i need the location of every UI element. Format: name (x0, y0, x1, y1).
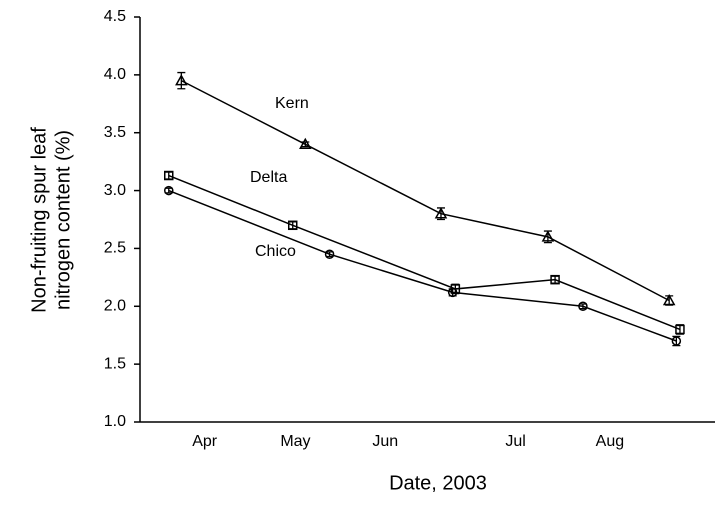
y-axis-label: nitrogen content (%) (52, 130, 74, 310)
marker (447, 287, 458, 298)
marker (434, 207, 448, 219)
error-bar (301, 141, 310, 148)
y-tick-label: 3.0 (104, 182, 126, 199)
series-line (180, 79, 670, 302)
x-tick-label: Jul (505, 433, 525, 450)
y-tick-label: 2.0 (104, 298, 126, 315)
marker (324, 249, 335, 259)
marker (671, 336, 682, 346)
series-line (168, 174, 681, 331)
y-tick-label: 3.5 (104, 124, 126, 141)
marker (299, 137, 312, 150)
y-tick-label: 2.5 (104, 240, 126, 257)
x-tick-label: May (280, 433, 310, 450)
y-tick-label: 4.5 (104, 8, 126, 25)
error-bar (164, 171, 173, 180)
marker (550, 274, 560, 285)
series-line (168, 189, 677, 342)
y-axis-label: Non-fruiting spur leaf (28, 127, 50, 313)
series-label: Chico (255, 243, 296, 260)
marker (541, 230, 555, 242)
marker (578, 301, 588, 312)
marker (164, 185, 174, 196)
y-tick-label: 4.0 (104, 66, 126, 83)
series-label: Delta (250, 169, 287, 186)
marker (662, 293, 676, 306)
marker (287, 220, 298, 231)
error-bar (675, 324, 684, 335)
series-label: Kern (275, 95, 309, 112)
x-tick-label: Aug (596, 433, 624, 450)
y-tick-label: 1.5 (104, 355, 126, 372)
x-tick-label: Jun (372, 433, 398, 450)
marker (164, 170, 174, 181)
x-tick-label: Apr (192, 433, 218, 450)
marker (175, 74, 188, 86)
y-tick-label: 1.0 (104, 413, 126, 430)
x-axis-label: Date, 2003 (389, 472, 487, 494)
error-bar (288, 221, 297, 230)
marker (675, 324, 685, 335)
